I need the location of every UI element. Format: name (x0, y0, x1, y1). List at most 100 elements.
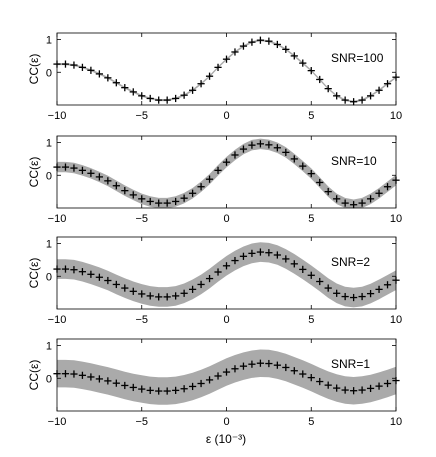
data-point (358, 96, 366, 104)
data-point (231, 151, 239, 159)
data-point (121, 284, 129, 292)
y-tick-label: 0 (46, 271, 52, 283)
data-point (129, 191, 137, 199)
data-point (299, 162, 307, 170)
data-point (163, 199, 171, 207)
panel-1: −10 −5 0 5 10 0 1 CC(ε) SNR=100 (27, 32, 402, 122)
y-tick-label: 0 (46, 67, 52, 79)
data-point (256, 140, 264, 148)
data-point (112, 379, 120, 387)
x-tick-label: −5 (135, 416, 148, 428)
y-axis-label: CC(ε) (27, 157, 41, 188)
data-point (163, 387, 171, 395)
data-point (95, 375, 103, 383)
data-point (222, 368, 231, 376)
data-point (290, 52, 298, 60)
data-point (239, 252, 248, 260)
data-point (333, 92, 341, 100)
data-point (222, 262, 231, 270)
data-point (121, 187, 129, 195)
data-point (121, 381, 129, 390)
data-point (163, 293, 171, 301)
data-point (299, 265, 307, 273)
data-point (146, 386, 154, 394)
x-tick-label: 10 (390, 314, 402, 326)
data-point (375, 86, 383, 94)
data-point (350, 201, 358, 209)
data-point (146, 197, 154, 206)
y-tick-label: 1 (46, 35, 52, 47)
data-point (214, 63, 222, 71)
data-point (155, 96, 163, 104)
x-tick-label: −5 (135, 110, 148, 122)
data-point (341, 386, 349, 394)
snr-annotation: SNR=100 (331, 51, 384, 65)
data-point (129, 287, 137, 295)
data-point (290, 155, 298, 163)
snr-annotation: SNR=10 (331, 154, 377, 168)
data-point (104, 276, 112, 285)
data-point (70, 266, 78, 274)
data-point (366, 92, 375, 100)
data-point (231, 48, 239, 56)
data-point (366, 290, 375, 298)
data-point (172, 292, 180, 300)
data-point (172, 197, 180, 206)
data-point (61, 370, 70, 378)
x-tick-label: 10 (390, 110, 402, 122)
data-point (307, 374, 315, 382)
data-point (129, 383, 137, 392)
data-point (189, 86, 197, 94)
x-tick-label: −5 (135, 213, 148, 225)
x-tick-label: −10 (48, 213, 67, 225)
data-point (282, 255, 290, 263)
data-point (350, 98, 358, 106)
data-point (138, 92, 146, 100)
data-point (180, 194, 188, 202)
data-point (231, 365, 239, 373)
data-point (366, 195, 375, 203)
x-tick-label: 0 (223, 314, 229, 326)
x-tick-label: 10 (390, 416, 402, 428)
data-point (104, 74, 112, 82)
data-point (316, 75, 324, 84)
data-point (366, 384, 375, 393)
y-tick-label: 1 (46, 239, 52, 251)
x-axis-label: ε (10⁻³) (206, 432, 246, 446)
data-point (282, 363, 290, 372)
data-point (333, 195, 341, 203)
panel-2: −10 −5 0 5 10 0 1 CC(ε) SNR=10 (27, 135, 402, 225)
data-point (273, 144, 281, 152)
data-point (197, 183, 205, 191)
data-point (248, 249, 256, 257)
data-point (282, 148, 290, 156)
data-point (214, 268, 222, 276)
data-point (146, 292, 154, 300)
y-tick-label: 1 (46, 138, 52, 150)
x-tick-label: 5 (308, 314, 314, 326)
data-point (112, 280, 120, 289)
data-point (256, 248, 264, 256)
confidence-band (57, 138, 396, 208)
data-point (104, 177, 112, 185)
data-point (307, 170, 315, 178)
x-tick-label: −10 (48, 110, 67, 122)
data-point (163, 96, 171, 104)
data-point (180, 91, 188, 99)
x-tick-label: 0 (223, 213, 229, 225)
data-point (375, 189, 383, 197)
data-point (256, 36, 264, 44)
data-point (87, 169, 95, 177)
data-point (239, 42, 248, 50)
data-point (273, 40, 281, 49)
x-tick-label: 5 (308, 416, 314, 428)
data-point (180, 289, 188, 297)
panel-4: −10 −5 0 5 10 0 1 CC(ε) SNR=1 (27, 338, 402, 428)
data-point (324, 85, 332, 93)
data-point (333, 289, 341, 297)
data-point (70, 370, 78, 378)
data-point (383, 281, 392, 289)
data-point (231, 256, 239, 265)
data-point (307, 271, 315, 279)
data-point (95, 273, 103, 281)
